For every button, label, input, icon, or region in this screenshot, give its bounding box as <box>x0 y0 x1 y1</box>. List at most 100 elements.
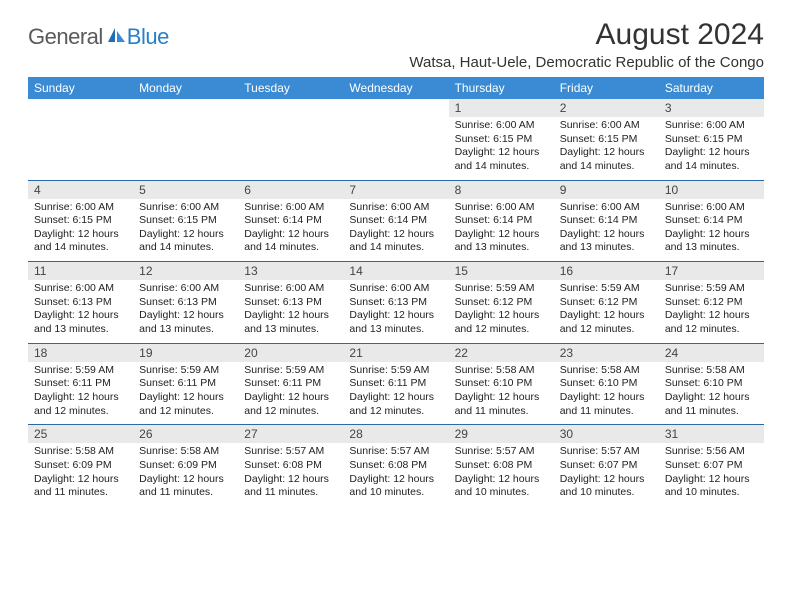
day-details: Sunrise: 5:58 AMSunset: 6:09 PMDaylight:… <box>133 443 238 506</box>
date-number: 6 <box>238 181 343 199</box>
date-number: 27 <box>238 425 343 443</box>
title-block: August 2024 Watsa, Haut-Uele, Democratic… <box>409 18 764 71</box>
day-cell: 3Sunrise: 6:00 AMSunset: 6:15 PMDaylight… <box>659 99 764 180</box>
day-cell: 27Sunrise: 5:57 AMSunset: 6:08 PMDayligh… <box>238 425 343 506</box>
day-cell: 4Sunrise: 6:00 AMSunset: 6:15 PMDaylight… <box>28 180 133 262</box>
day-cell: 2Sunrise: 6:00 AMSunset: 6:15 PMDaylight… <box>554 99 659 180</box>
logo: General Blue <box>28 18 169 50</box>
day-details: Sunrise: 6:00 AMSunset: 6:15 PMDaylight:… <box>133 199 238 262</box>
page-header: General Blue August 2024 Watsa, Haut-Uel… <box>28 18 764 71</box>
week-row: 1Sunrise: 6:00 AMSunset: 6:15 PMDaylight… <box>28 99 764 180</box>
logo-text-general: General <box>28 24 103 50</box>
day-details: Sunrise: 5:58 AMSunset: 6:10 PMDaylight:… <box>659 362 764 425</box>
day-details: Sunrise: 5:59 AMSunset: 6:12 PMDaylight:… <box>659 280 764 343</box>
day-details: Sunrise: 5:59 AMSunset: 6:11 PMDaylight:… <box>133 362 238 425</box>
day-cell: 10Sunrise: 6:00 AMSunset: 6:14 PMDayligh… <box>659 180 764 262</box>
day-details: Sunrise: 5:59 AMSunset: 6:11 PMDaylight:… <box>238 362 343 425</box>
day-details: Sunrise: 5:59 AMSunset: 6:11 PMDaylight:… <box>28 362 133 425</box>
day-cell: 8Sunrise: 6:00 AMSunset: 6:14 PMDaylight… <box>449 180 554 262</box>
day-cell: 24Sunrise: 5:58 AMSunset: 6:10 PMDayligh… <box>659 343 764 425</box>
day-header-row: SundayMondayTuesdayWednesdayThursdayFrid… <box>28 77 764 99</box>
date-number <box>238 99 343 117</box>
day-header: Wednesday <box>343 77 448 99</box>
day-cell: 16Sunrise: 5:59 AMSunset: 6:12 PMDayligh… <box>554 262 659 344</box>
week-row: 18Sunrise: 5:59 AMSunset: 6:11 PMDayligh… <box>28 343 764 425</box>
location-subtitle: Watsa, Haut-Uele, Democratic Republic of… <box>409 54 764 71</box>
day-details: Sunrise: 6:00 AMSunset: 6:15 PMDaylight:… <box>449 117 554 180</box>
date-number: 3 <box>659 99 764 117</box>
date-number <box>343 99 448 117</box>
day-details: Sunrise: 6:00 AMSunset: 6:14 PMDaylight:… <box>343 199 448 262</box>
day-header: Monday <box>133 77 238 99</box>
day-cell <box>133 99 238 180</box>
date-number: 8 <box>449 181 554 199</box>
day-cell: 17Sunrise: 5:59 AMSunset: 6:12 PMDayligh… <box>659 262 764 344</box>
day-details: Sunrise: 6:00 AMSunset: 6:13 PMDaylight:… <box>133 280 238 343</box>
day-cell: 6Sunrise: 6:00 AMSunset: 6:14 PMDaylight… <box>238 180 343 262</box>
day-header: Saturday <box>659 77 764 99</box>
day-details: Sunrise: 5:58 AMSunset: 6:10 PMDaylight:… <box>554 362 659 425</box>
date-number: 24 <box>659 344 764 362</box>
calendar-page: General Blue August 2024 Watsa, Haut-Uel… <box>0 0 792 516</box>
date-number: 9 <box>554 181 659 199</box>
logo-text-blue: Blue <box>127 24 169 50</box>
week-row: 4Sunrise: 6:00 AMSunset: 6:15 PMDaylight… <box>28 180 764 262</box>
date-number: 7 <box>343 181 448 199</box>
day-header: Thursday <box>449 77 554 99</box>
calendar-body: 1Sunrise: 6:00 AMSunset: 6:15 PMDaylight… <box>28 99 764 506</box>
day-cell: 28Sunrise: 5:57 AMSunset: 6:08 PMDayligh… <box>343 425 448 506</box>
date-number: 16 <box>554 262 659 280</box>
day-details: Sunrise: 6:00 AMSunset: 6:13 PMDaylight:… <box>28 280 133 343</box>
day-cell: 14Sunrise: 6:00 AMSunset: 6:13 PMDayligh… <box>343 262 448 344</box>
day-details: Sunrise: 6:00 AMSunset: 6:14 PMDaylight:… <box>449 199 554 262</box>
date-number: 11 <box>28 262 133 280</box>
day-details: Sunrise: 5:57 AMSunset: 6:08 PMDaylight:… <box>238 443 343 506</box>
day-details: Sunrise: 6:00 AMSunset: 6:15 PMDaylight:… <box>554 117 659 180</box>
date-number: 22 <box>449 344 554 362</box>
day-cell: 23Sunrise: 5:58 AMSunset: 6:10 PMDayligh… <box>554 343 659 425</box>
day-cell: 11Sunrise: 6:00 AMSunset: 6:13 PMDayligh… <box>28 262 133 344</box>
week-row: 25Sunrise: 5:58 AMSunset: 6:09 PMDayligh… <box>28 425 764 506</box>
day-details: Sunrise: 5:57 AMSunset: 6:08 PMDaylight:… <box>449 443 554 506</box>
week-row: 11Sunrise: 6:00 AMSunset: 6:13 PMDayligh… <box>28 262 764 344</box>
day-cell: 5Sunrise: 6:00 AMSunset: 6:15 PMDaylight… <box>133 180 238 262</box>
day-cell <box>28 99 133 180</box>
calendar-table: SundayMondayTuesdayWednesdayThursdayFrid… <box>28 77 764 506</box>
day-cell: 31Sunrise: 5:56 AMSunset: 6:07 PMDayligh… <box>659 425 764 506</box>
date-number: 23 <box>554 344 659 362</box>
date-number: 5 <box>133 181 238 199</box>
day-details: Sunrise: 5:56 AMSunset: 6:07 PMDaylight:… <box>659 443 764 506</box>
day-details: Sunrise: 6:00 AMSunset: 6:15 PMDaylight:… <box>659 117 764 180</box>
day-details: Sunrise: 6:00 AMSunset: 6:13 PMDaylight:… <box>343 280 448 343</box>
day-details: Sunrise: 5:57 AMSunset: 6:08 PMDaylight:… <box>343 443 448 506</box>
day-header: Sunday <box>28 77 133 99</box>
day-cell: 30Sunrise: 5:57 AMSunset: 6:07 PMDayligh… <box>554 425 659 506</box>
date-number: 30 <box>554 425 659 443</box>
day-details: Sunrise: 5:57 AMSunset: 6:07 PMDaylight:… <box>554 443 659 506</box>
date-number: 19 <box>133 344 238 362</box>
date-number: 26 <box>133 425 238 443</box>
day-details: Sunrise: 5:59 AMSunset: 6:12 PMDaylight:… <box>449 280 554 343</box>
day-cell <box>343 99 448 180</box>
date-number: 20 <box>238 344 343 362</box>
day-cell: 1Sunrise: 6:00 AMSunset: 6:15 PMDaylight… <box>449 99 554 180</box>
date-number: 31 <box>659 425 764 443</box>
day-cell: 9Sunrise: 6:00 AMSunset: 6:14 PMDaylight… <box>554 180 659 262</box>
day-cell: 21Sunrise: 5:59 AMSunset: 6:11 PMDayligh… <box>343 343 448 425</box>
day-details: Sunrise: 5:58 AMSunset: 6:09 PMDaylight:… <box>28 443 133 506</box>
day-header: Tuesday <box>238 77 343 99</box>
day-details: Sunrise: 6:00 AMSunset: 6:14 PMDaylight:… <box>659 199 764 262</box>
date-number: 13 <box>238 262 343 280</box>
day-details: Sunrise: 6:00 AMSunset: 6:14 PMDaylight:… <box>554 199 659 262</box>
day-cell: 19Sunrise: 5:59 AMSunset: 6:11 PMDayligh… <box>133 343 238 425</box>
day-details: Sunrise: 6:00 AMSunset: 6:15 PMDaylight:… <box>28 199 133 262</box>
month-title: August 2024 <box>409 18 764 52</box>
date-number: 14 <box>343 262 448 280</box>
date-number: 25 <box>28 425 133 443</box>
date-number: 12 <box>133 262 238 280</box>
day-details: Sunrise: 5:59 AMSunset: 6:12 PMDaylight:… <box>554 280 659 343</box>
day-cell <box>238 99 343 180</box>
date-number: 2 <box>554 99 659 117</box>
day-details: Sunrise: 5:58 AMSunset: 6:10 PMDaylight:… <box>449 362 554 425</box>
day-cell: 18Sunrise: 5:59 AMSunset: 6:11 PMDayligh… <box>28 343 133 425</box>
